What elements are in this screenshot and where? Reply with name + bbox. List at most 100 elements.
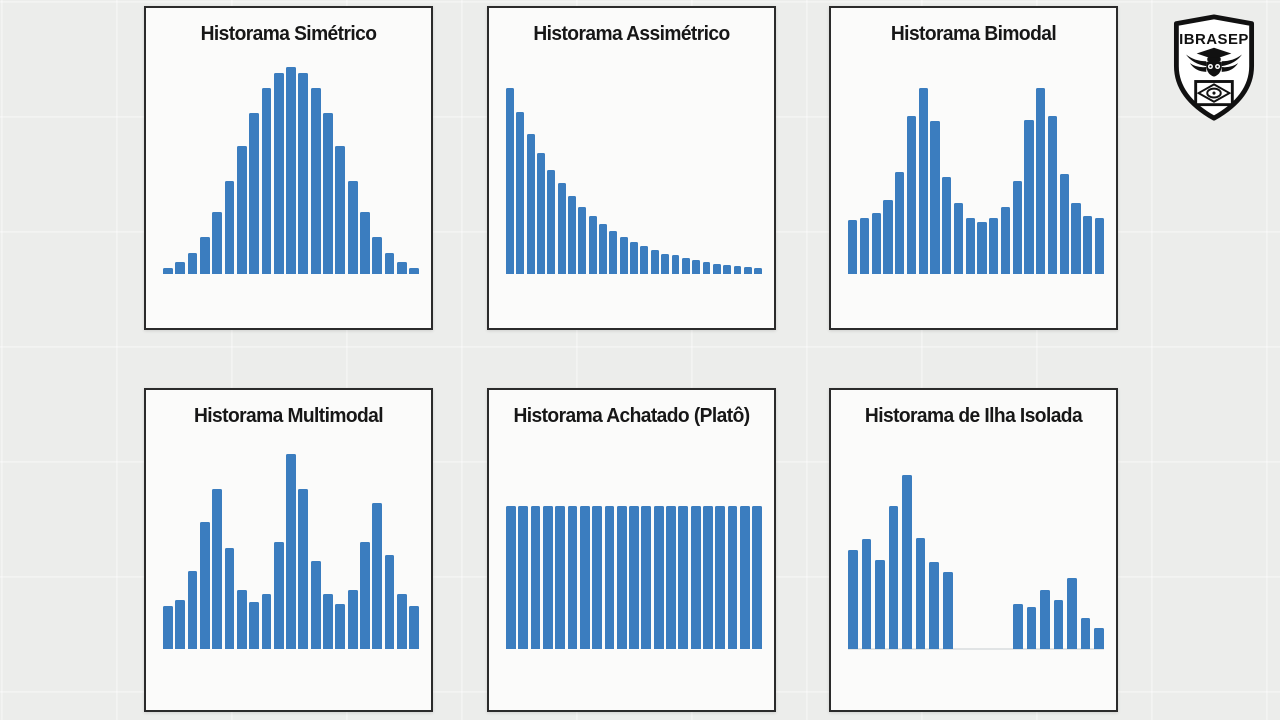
histogram-bar <box>752 506 763 649</box>
histogram-bar <box>1094 218 1104 274</box>
histogram-bar <box>739 506 750 649</box>
owl-wings-icon <box>1186 54 1242 72</box>
histogram-bar <box>1059 174 1069 274</box>
histogram-bar <box>335 146 346 274</box>
histogram-bar <box>733 266 742 274</box>
histogram-bar <box>588 216 597 274</box>
flag-icon <box>1194 80 1234 107</box>
histogram-bar <box>702 262 711 274</box>
histogram-bar <box>1067 578 1077 649</box>
histogram-bar <box>661 254 669 274</box>
chart-title: Historama Assimétrico <box>533 23 730 45</box>
histogram-bar <box>848 220 858 274</box>
histogram-bar <box>579 506 590 649</box>
panel-historama-achatado: Historama Achatado (Platô) <box>487 388 776 712</box>
chart-title: Historama Multimodal <box>193 405 384 427</box>
histogram-bar <box>578 207 587 274</box>
histogram-bar <box>372 503 383 649</box>
histogram-bar <box>347 590 358 649</box>
histogram-bar <box>692 260 701 274</box>
logo-text: IBRASEP <box>1179 31 1249 48</box>
histogram-bar <box>273 73 284 274</box>
graduation-cap-icon <box>1196 47 1232 62</box>
histogram-bar <box>754 268 763 274</box>
histogram-bar <box>409 606 420 649</box>
histogram-bar <box>568 196 576 274</box>
histogram-bar <box>542 506 553 649</box>
histogram-bar <box>712 264 721 274</box>
histogram-bar <box>918 88 928 274</box>
histogram-bar <box>310 88 321 274</box>
histogram-bar <box>1024 120 1034 274</box>
histogram-bar <box>906 116 916 274</box>
histogram-bar <box>1080 618 1091 649</box>
histogram-bar <box>163 606 173 649</box>
histogram-bar <box>286 454 296 649</box>
histogram-bar <box>335 604 346 649</box>
histogram-bar <box>506 506 516 649</box>
histogram-bar <box>506 88 514 274</box>
histogram-bar <box>175 600 186 649</box>
panel-historama-assimetrico: Historama Assimétrico <box>487 6 776 330</box>
histogram-bar <box>703 506 713 649</box>
chart-title: Historama Simétrico <box>200 23 377 45</box>
histogram-bar <box>671 255 680 274</box>
chart-title: Historama Bimodal <box>890 23 1057 45</box>
histogram-bars <box>506 506 763 649</box>
histogram-bar <box>1000 207 1010 274</box>
histogram-bar <box>1036 88 1046 274</box>
histogram-bar <box>409 268 420 274</box>
histogram-bar <box>640 246 649 274</box>
histogram-bar <box>1047 116 1057 274</box>
owl-icon <box>1206 60 1222 77</box>
histogram-bar <box>861 539 872 649</box>
histogram-bar <box>989 218 999 274</box>
histogram-bar <box>942 572 953 649</box>
panel-historama-ilha-isolada: Historama de Ilha Isolada <box>829 388 1118 712</box>
histogram-bar <box>547 170 556 274</box>
histogram-bar <box>1053 600 1064 649</box>
histogram-bars <box>163 67 420 274</box>
panel-historama-simetrico: Historama Simétrico <box>144 6 433 330</box>
histogram-bar <box>871 213 881 274</box>
histogram-bar <box>187 253 198 274</box>
histogram-bar <box>360 212 370 274</box>
histogram-bar <box>261 88 272 274</box>
histogram-bar <box>347 181 358 274</box>
histogram-bar <box>360 542 370 649</box>
histogram-bar <box>298 73 309 274</box>
chart-title: Historama Achatado (Platô) <box>513 405 750 427</box>
histogram-bar <box>630 242 638 274</box>
histogram-bar <box>516 112 525 274</box>
histogram-bar <box>384 555 395 649</box>
histogram-bars <box>848 475 1105 649</box>
histogram-bar <box>1040 590 1050 649</box>
histogram-bar <box>310 561 321 649</box>
histogram-bar <box>681 258 690 274</box>
histogram-bar <box>848 550 858 649</box>
histogram-bar <box>616 506 627 649</box>
histogram-bar <box>650 250 659 274</box>
histogram-bar <box>678 506 689 649</box>
histogram-bar <box>187 571 198 649</box>
histogram-bar <box>599 224 607 274</box>
histogram-bar <box>977 222 987 274</box>
cluster-gap <box>957 648 1010 649</box>
baseline-rule <box>848 648 1104 650</box>
histogram-bar <box>859 218 869 274</box>
histogram-bar <box>1083 216 1093 274</box>
histogram-bar <box>199 237 210 274</box>
histogram-bar <box>1013 604 1023 649</box>
histogram-bar <box>604 506 615 649</box>
histogram-bar <box>224 181 235 274</box>
histogram-bar <box>883 200 893 274</box>
histogram-bar <box>875 560 885 649</box>
histogram-bar <box>530 506 541 649</box>
histogram-bar <box>953 203 963 274</box>
panel-historama-multimodal: Historama Multimodal <box>144 388 433 712</box>
histogram-bar <box>518 506 529 649</box>
histogram-bar <box>629 506 639 649</box>
histogram-bar <box>396 594 407 649</box>
histogram-bars <box>506 88 763 274</box>
